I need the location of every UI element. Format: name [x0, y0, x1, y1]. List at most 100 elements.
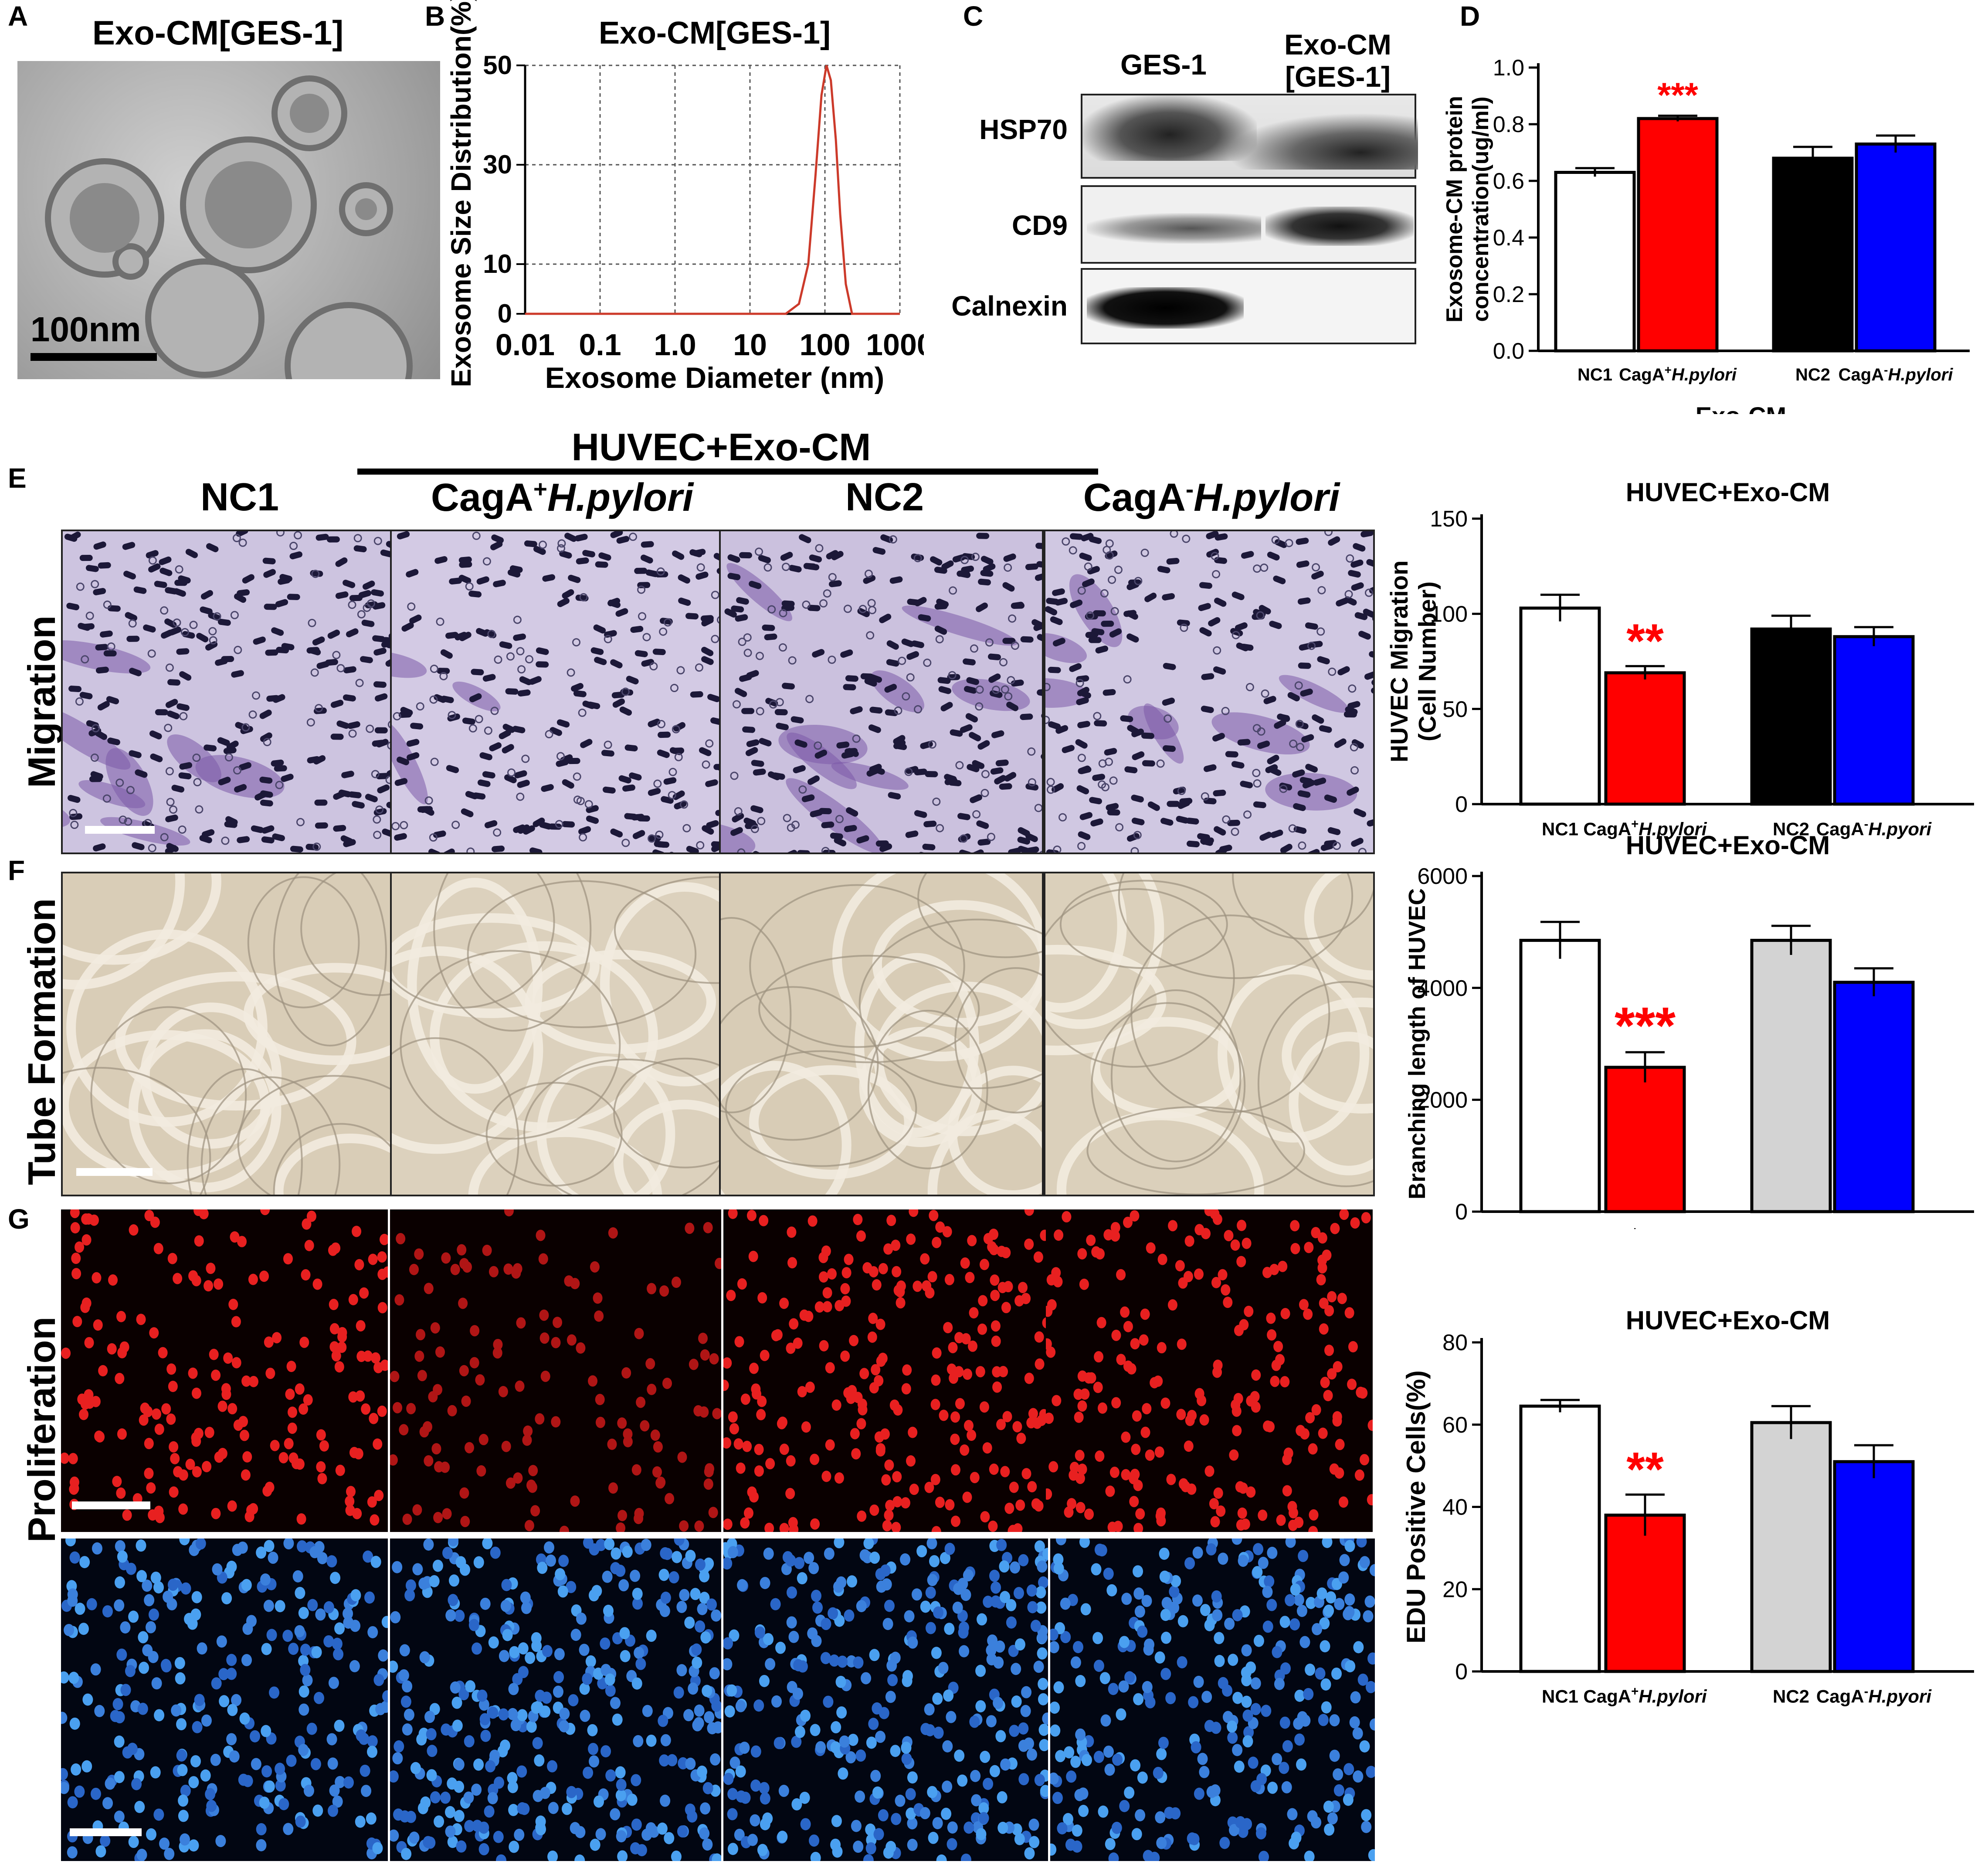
- category-label-0: NC1: [1578, 365, 1612, 384]
- edu-nucleus: [1221, 1284, 1231, 1296]
- dapi-nucleus: [570, 1628, 581, 1641]
- edu-nucleus: [728, 1411, 738, 1423]
- membrane-pore: [1347, 701, 1360, 709]
- edu-nucleus: [192, 1466, 202, 1477]
- edu-nucleus: [876, 1355, 886, 1367]
- dapi-nucleus: [468, 1619, 479, 1631]
- dapi-nucleus: [1197, 1753, 1208, 1765]
- membrane-pore-open: [898, 656, 906, 665]
- edu-nucleus: [489, 1266, 499, 1277]
- membrane-pore-open: [306, 718, 315, 727]
- membrane-pore: [1045, 606, 1058, 615]
- edu-nucleus: [1016, 1433, 1026, 1444]
- bar-1: [1637, 117, 1719, 353]
- dapi-nucleus: [231, 1694, 242, 1706]
- edu-nucleus: [712, 1408, 721, 1420]
- dapi-nucleus: [548, 1802, 559, 1814]
- membrane-pore: [492, 846, 505, 852]
- dapi-nucleus: [178, 1810, 189, 1822]
- membrane-pore: [275, 599, 288, 608]
- tube-edge: [90, 1006, 247, 1185]
- dapi-nucleus: [699, 1570, 710, 1583]
- edu-nucleus: [1034, 1331, 1044, 1343]
- dapi-nucleus: [830, 1741, 841, 1754]
- dapi-nucleus: [390, 1661, 398, 1673]
- dapi-nucleus: [454, 1780, 465, 1793]
- edu-nucleus: [242, 1451, 252, 1463]
- membrane-pore-open: [366, 724, 374, 733]
- membrane-pore: [290, 846, 303, 852]
- membrane-pore: [556, 759, 569, 767]
- edu-nucleus: [522, 1434, 532, 1446]
- tube-edge: [273, 873, 387, 1046]
- edu-nucleus: [942, 1226, 952, 1238]
- category-label-3: CagA-H.pyori: [1816, 1684, 1932, 1707]
- membrane-pore: [702, 825, 714, 835]
- dapi-nucleus: [138, 1631, 149, 1644]
- dapi-nucleus: [1323, 1604, 1334, 1617]
- edu-nucleus: [859, 1368, 869, 1379]
- edu-nucleus: [465, 1442, 475, 1454]
- membrane-pore: [1031, 619, 1042, 628]
- membrane-pore: [701, 647, 714, 656]
- dapi-nucleus: [456, 1840, 467, 1853]
- dapi-nucleus: [672, 1551, 682, 1563]
- edu-image-cagap: [390, 1209, 721, 1532]
- edu-nucleus: [960, 1444, 970, 1456]
- membrane-pore: [1369, 651, 1373, 659]
- membrane-pore-open: [439, 672, 448, 680]
- membrane-pore: [281, 774, 294, 782]
- dapi-nucleus: [561, 1803, 572, 1815]
- edu-nucleus: [346, 1486, 356, 1498]
- membrane-pore-open: [655, 830, 664, 839]
- membrane-pore-open: [960, 556, 969, 564]
- dapi-nucleus: [941, 1807, 952, 1820]
- edu-nucleus: [148, 1509, 158, 1521]
- dapi-nucleus: [660, 1591, 671, 1604]
- dapi-nucleus: [394, 1740, 404, 1753]
- dapi-nucleus: [295, 1586, 305, 1599]
- dapi-nucleus: [710, 1753, 721, 1766]
- col-header-nc2: NC2: [845, 475, 924, 519]
- membrane-pore-open: [970, 644, 978, 653]
- edu-nucleus: [442, 1508, 452, 1520]
- dapi-nucleus: [90, 1787, 101, 1800]
- dapi-nucleus: [1321, 1701, 1332, 1714]
- membrane-pore: [312, 636, 325, 645]
- edu-nucleus: [1212, 1366, 1222, 1378]
- dapi-nucleus: [190, 1755, 201, 1768]
- edu-nucleus: [414, 1350, 424, 1362]
- edu-nucleus: [818, 1271, 828, 1283]
- edu-nucleus: [963, 1420, 974, 1431]
- dapi-nucleus: [1253, 1634, 1264, 1647]
- dapi-nucleus: [809, 1834, 820, 1847]
- dapi-nucleus: [75, 1603, 85, 1615]
- edu-nucleus: [492, 1347, 502, 1359]
- edu-nucleus: [777, 1418, 787, 1430]
- dapi-nucleus: [829, 1654, 840, 1667]
- dapi-nucleus: [920, 1600, 931, 1613]
- membrane-pore: [559, 550, 572, 559]
- dapi-nucleus: [241, 1654, 252, 1667]
- edu-nucleus: [334, 1361, 344, 1373]
- dapi-nucleus: [1133, 1587, 1144, 1600]
- membrane-pore: [1327, 827, 1341, 836]
- edu-nucleus: [394, 1294, 404, 1306]
- membrane-pore: [834, 837, 847, 847]
- col-header-nc1: NC1: [200, 475, 279, 519]
- edu-nucleus: [1086, 1372, 1096, 1384]
- tube-network: [1045, 944, 1167, 1056]
- dapi-nucleus: [401, 1848, 412, 1860]
- edu-nucleus: [1229, 1449, 1239, 1461]
- migration-image-cagap: [390, 530, 721, 854]
- membrane-pore: [143, 624, 156, 633]
- dapi-nucleus: [797, 1572, 807, 1585]
- membrane-pore: [314, 799, 328, 806]
- dapi-nucleus: [1014, 1833, 1025, 1845]
- membrane-pore: [406, 739, 420, 747]
- edu-nucleus: [754, 1465, 764, 1477]
- dapi-nucleus: [114, 1736, 125, 1748]
- membrane-pore-open: [115, 778, 124, 787]
- membrane-pore: [365, 794, 378, 802]
- membrane-pore: [807, 605, 821, 611]
